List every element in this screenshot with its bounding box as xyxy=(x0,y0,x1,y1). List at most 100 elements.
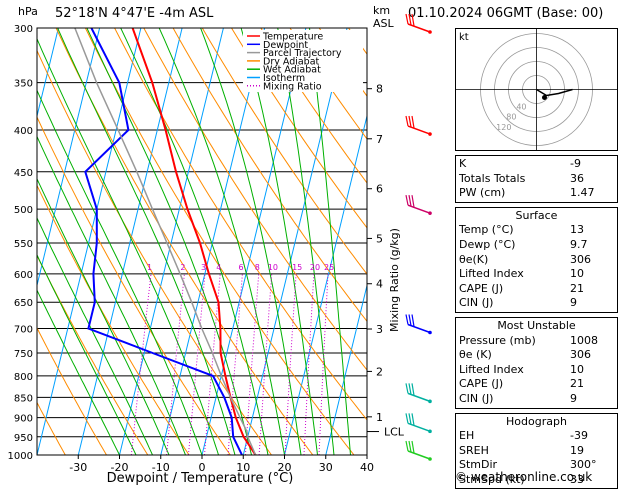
surface-row: Temp (°C) 13 xyxy=(459,223,614,238)
wind-barb-feather xyxy=(405,115,409,127)
surface-label: CIN (J) xyxy=(459,296,494,310)
legend-item-label: Wet Adiabat xyxy=(263,65,321,76)
wind-barb-feather xyxy=(405,314,409,325)
hodograph-index-label: SREH xyxy=(459,443,489,457)
temperature-tick-label: 20 xyxy=(278,461,292,474)
pressure-tick-label: 500 xyxy=(14,205,33,216)
wet-adiabat-line xyxy=(309,28,351,455)
wet-adiabat-line xyxy=(37,37,219,455)
dry-adiabat-line xyxy=(37,254,149,455)
hodograph-trace xyxy=(536,88,573,97)
legend-item-label: Isotherm xyxy=(263,73,305,84)
indices-panel: K -9 Totals Totals 36 PW (cm) 1.47 Surface Tem… xyxy=(455,155,618,493)
dry-adiabat-line xyxy=(37,115,231,455)
most-unstable-title: Most Unstable xyxy=(497,318,576,332)
mixing-ratio-line xyxy=(284,273,297,455)
legend-item-label: Dewpoint xyxy=(263,40,308,51)
index-row: K -9 xyxy=(459,157,614,172)
mixing-ratio-line xyxy=(318,273,329,455)
legend-item-label: Mixing Ratio xyxy=(263,81,322,92)
index-row: Totals Totals 36 xyxy=(459,172,614,187)
wind-barb-dot xyxy=(428,330,432,335)
isotherm-line xyxy=(77,28,183,455)
wet-adiabat-line xyxy=(37,216,153,455)
mixing-ratio-label: 8 xyxy=(255,263,260,272)
hodograph-index-row: StmSpd (kt) 33 xyxy=(459,473,614,488)
mixing-ratio-axis-label: Mixing Ratio (g/kg) xyxy=(388,228,401,332)
wet-adiabat-line xyxy=(277,28,335,455)
most-unstable-row: CAPE (J) 21 xyxy=(459,377,614,392)
wet-adiabat-line xyxy=(37,253,137,455)
wind-barb-shaft xyxy=(407,323,431,334)
hodograph-index-value: 33 xyxy=(570,472,584,486)
wind-barb-shaft xyxy=(407,422,431,433)
mixing-ratio-label: 3 xyxy=(201,263,206,272)
pressure-tick-label: 700 xyxy=(14,325,33,336)
dry-adiabat-line xyxy=(231,28,367,229)
hodograph-index-value: 300° xyxy=(570,458,597,472)
mixing-ratio-label: 6 xyxy=(238,263,243,272)
isotherm-line xyxy=(408,28,455,455)
wet-adiabat-line xyxy=(158,28,285,455)
wind-barb-feather xyxy=(411,314,415,327)
most-unstable-label: CIN (J) xyxy=(459,391,494,405)
temperature-tick-label: 0 xyxy=(199,461,206,474)
dry-adiabat-line xyxy=(260,28,367,184)
height-km-label: 6 xyxy=(376,183,383,196)
surface-row: Dewp (°C) 9.7 xyxy=(459,238,614,253)
mixing-ratio-line xyxy=(166,273,185,455)
most-unstable-value: 9 xyxy=(570,391,577,405)
height-km-label: 4 xyxy=(376,278,383,291)
hodograph-ring-label: 40 xyxy=(516,103,526,112)
dry-adiabat-line xyxy=(84,28,355,455)
wind-barb-dot xyxy=(428,30,432,34)
wind-barb-feather xyxy=(408,413,412,425)
mixing-ratio-line xyxy=(187,273,206,455)
height-km-label: 3 xyxy=(376,323,383,336)
index-label: Totals Totals xyxy=(459,171,526,185)
surface-label: Dewp (°C) xyxy=(459,237,516,251)
hodograph-ring-label: 120 xyxy=(496,123,511,132)
storm-motion-marker xyxy=(542,95,547,100)
isotherm-line xyxy=(325,283,367,455)
mixing-ratio-line xyxy=(130,273,152,455)
hodograph-index-row: EH -39 xyxy=(459,429,614,444)
wind-barb-feather xyxy=(408,440,412,453)
hodograph-index-value: -39 xyxy=(570,429,588,443)
height-km-label: 7 xyxy=(376,133,383,146)
pressure-tick-label: 1000 xyxy=(8,451,33,462)
surface-value: 13 xyxy=(570,223,584,237)
wet-adiabat-line xyxy=(37,135,186,455)
wind-barb-shaft xyxy=(407,204,431,214)
wind-barb-feather xyxy=(411,115,415,129)
wind-barb-dot xyxy=(428,457,432,461)
isotherm-line xyxy=(201,28,307,455)
surface-value: 9.7 xyxy=(570,237,588,251)
isotherm-line xyxy=(37,28,142,455)
wind-barb-feather xyxy=(411,440,415,454)
hodograph-box: Hodograph EH -39 SREH 19 StmDir 300° StmSpd (kt… xyxy=(455,412,618,490)
index-row: PW (cm) 1.47 xyxy=(459,186,614,201)
hodograph-index-row: StmDir 300° xyxy=(459,458,614,473)
height-km-label: 1 xyxy=(376,411,383,424)
height-km-label: 2 xyxy=(376,365,383,378)
surface-value: 21 xyxy=(570,281,584,295)
pressure-tick-label: 450 xyxy=(14,168,33,179)
wind-barb-feather xyxy=(408,115,412,128)
mixing-ratio-line xyxy=(303,273,315,455)
hpa-label: hPa xyxy=(18,5,38,18)
wind-barb-feather xyxy=(405,413,409,424)
most-unstable-row: Lifted Index 10 xyxy=(459,363,614,378)
surface-value: 306 xyxy=(570,252,591,266)
most-unstable-row: Pressure (mb) 1008 xyxy=(459,334,614,349)
pressure-tick-label: 350 xyxy=(14,79,33,90)
dry-adiabat-line xyxy=(37,326,107,455)
most-unstable-box: Most Unstable Pressure (mb) 1008 θe (K) 306 L… xyxy=(455,316,618,409)
most-unstable-row: θe (K) 306 xyxy=(459,348,614,363)
pressure-tick-label: 550 xyxy=(14,239,33,250)
surface-row: θe(K) 306 xyxy=(459,253,614,268)
pressure-tick-label: 400 xyxy=(14,126,33,137)
height-km-label: 5 xyxy=(376,232,383,245)
wet-adiabat-line xyxy=(37,289,120,455)
